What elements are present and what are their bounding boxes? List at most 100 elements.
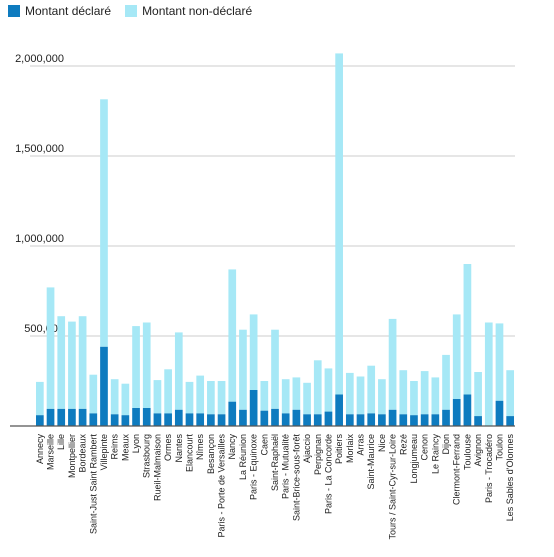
bar-undeclared [463, 264, 472, 395]
bar-declared [46, 408, 55, 426]
bar-declared [260, 410, 269, 426]
bar-undeclared [271, 329, 279, 409]
bar-undeclared [57, 316, 66, 409]
bar-declared [431, 414, 440, 426]
bar-undeclared [132, 326, 140, 408]
bar-declared [463, 394, 472, 426]
bar-undeclared [367, 365, 376, 414]
bar-undeclared [303, 382, 311, 415]
x-tick-label: Saint-Brice-sous-forêt [291, 434, 301, 522]
bar-declared [410, 415, 418, 426]
x-tick-label: Reims [110, 434, 120, 460]
bar-declared [121, 415, 130, 426]
x-tick-label: Paris - Porte de Versailles [217, 434, 227, 538]
bar-undeclared [335, 53, 343, 395]
x-tick-label: Elancourt [184, 434, 194, 473]
bar-declared [132, 408, 140, 426]
legend-item-declared[interactable]: Montant déclaré [8, 4, 111, 18]
bar-undeclared [292, 377, 301, 410]
x-tick-label: Longjumeau [409, 434, 419, 484]
bar-undeclared [442, 354, 450, 410]
bar-undeclared [249, 314, 258, 390]
bar-declared [68, 408, 76, 426]
bar-declared [217, 414, 226, 426]
bar-undeclared [431, 377, 440, 415]
bar-undeclared [207, 381, 215, 415]
bar-declared [378, 414, 386, 426]
x-tick-label: Rueil-Malmaison [152, 434, 162, 501]
bar-declared [442, 409, 450, 426]
x-tick-label: Saint-Just Saint Rambert [88, 434, 98, 535]
x-tick-label: Paris - Trocadéro [484, 434, 494, 503]
bar-declared [452, 399, 461, 426]
bar-declared [281, 413, 290, 426]
bar-undeclared [239, 329, 247, 410]
x-tick-label: Lille [56, 434, 66, 450]
bar-undeclared [324, 368, 333, 412]
bar-declared [142, 408, 151, 426]
bar-declared [367, 413, 376, 426]
bar-undeclared [46, 287, 55, 409]
bar-undeclared [110, 379, 119, 415]
x-tick-label: Strasbourg [142, 434, 152, 478]
x-tick-label: Clermont-Ferrand [452, 434, 462, 505]
x-tick-label: Nancy [227, 434, 237, 460]
bar-undeclared [399, 370, 408, 415]
bar-declared [89, 413, 98, 426]
bar-undeclared [217, 381, 226, 415]
bar-declared [495, 400, 504, 426]
x-tick-label: Arras [356, 434, 366, 456]
x-tick-label: Nîmes [195, 434, 205, 461]
x-tick-label: Avignon [473, 434, 483, 466]
x-tick-label: Paris - La Concorde [323, 434, 333, 514]
x-tick-label: Toulon [494, 434, 504, 461]
bar-undeclared [174, 332, 183, 410]
bar-undeclared [410, 381, 418, 416]
bar-declared [174, 409, 183, 426]
x-tick-label: Bordeaux [78, 434, 88, 473]
bar-undeclared [345, 372, 354, 415]
bar-declared [36, 415, 44, 426]
bar-declared [110, 414, 119, 426]
bar-declared [420, 414, 429, 426]
bar-undeclared [89, 374, 98, 414]
bar-undeclared [78, 316, 87, 409]
y-tick-label: 1,500,000 [15, 143, 64, 155]
bar-undeclared [420, 371, 429, 415]
bar-undeclared [281, 379, 290, 414]
bar-undeclared [100, 99, 108, 347]
legend-item-undeclared[interactable]: Montant non-déclaré [125, 4, 252, 18]
bar-declared [335, 394, 343, 426]
x-tick-label: Montpellier [67, 434, 77, 478]
bar-undeclared [388, 318, 397, 410]
bar-undeclared [378, 379, 386, 415]
y-tick-label: 2,000,000 [15, 53, 64, 65]
bar-undeclared [142, 322, 151, 408]
x-tick-label: Toulouse [462, 434, 472, 470]
bar-undeclared [452, 314, 461, 399]
x-tick-label: Annecy [35, 434, 45, 465]
x-tick-label: Caen [259, 434, 269, 456]
bar-undeclared [164, 369, 172, 414]
x-tick-label: Nice [377, 434, 387, 452]
x-tick-label: Ajaccio [302, 434, 312, 463]
bar-declared [324, 411, 333, 426]
bar-declared [271, 408, 279, 426]
bar-undeclared [36, 381, 44, 416]
bar-undeclared [196, 375, 205, 414]
x-tick-label: Besançon [206, 434, 216, 474]
bar-declared [196, 413, 205, 426]
bar-undeclared [484, 322, 493, 426]
y-tick-label: 1,000,000 [15, 233, 64, 245]
bar-declared [292, 409, 301, 426]
x-tick-label: Paris - Mutualité [281, 434, 291, 499]
bar-undeclared [356, 376, 365, 415]
bar-declared [345, 414, 354, 426]
x-tick-label: Le Raincy [430, 434, 440, 475]
bar-declared [474, 416, 482, 426]
bar-declared [164, 413, 172, 426]
x-tick-label: Saint-Raphaël [270, 434, 280, 491]
bar-declared [100, 346, 108, 426]
